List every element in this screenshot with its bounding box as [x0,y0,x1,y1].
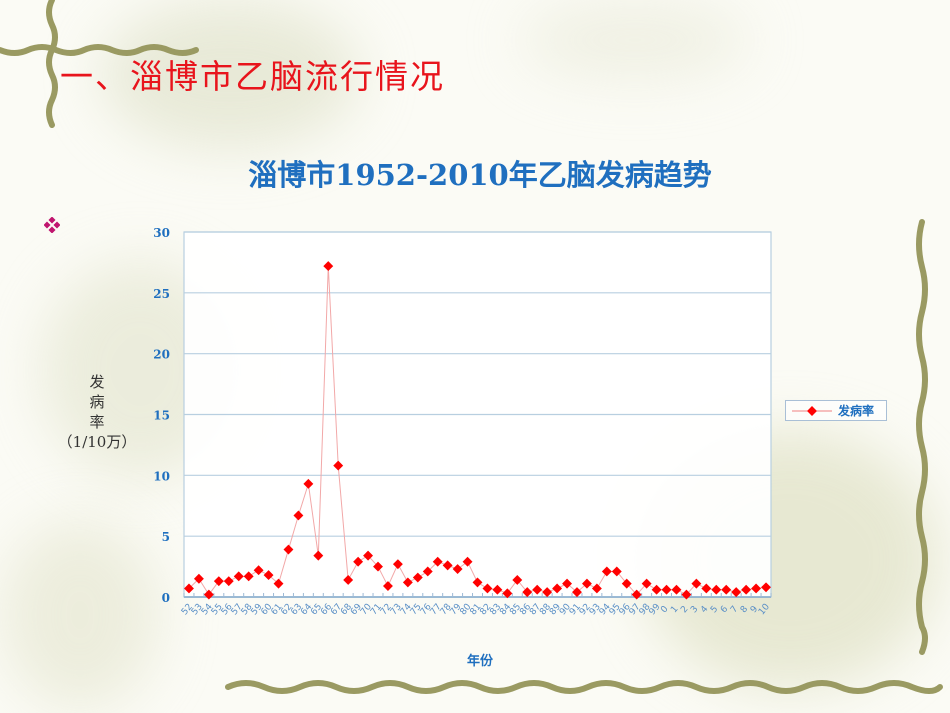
x-tick-label: 0 [659,604,671,615]
data-point-diamond [482,583,493,594]
x-tick-label: 4 [699,604,711,615]
data-point-diamond [572,587,582,598]
x-tick-label: 2 [679,604,690,615]
data-point-diamond [542,587,553,598]
y-axis-label-line: （1/10万） [57,433,137,451]
y-axis-label: 发 病 率 （1/10万） [52,372,142,452]
x-tick-label: 5 [709,604,720,615]
data-point-diamond [293,510,304,521]
y-tick-label: 30 [153,226,170,240]
y-tick-label: 20 [153,348,170,362]
x-axis-label: 年份 [466,654,493,669]
data-point-diamond [203,589,214,600]
data-point-diamond [303,478,314,489]
data-point-diamond [223,576,234,587]
data-point-diamond [681,589,692,600]
data-point-diamond [522,587,533,598]
data-point-diamond [502,588,513,599]
data-point-diamond [373,561,383,572]
y-tick-label: 5 [162,530,170,544]
data-point-diamond [761,582,771,593]
data-point-diamond [462,556,473,567]
y-axis-label-line: 发 [89,373,105,391]
data-point-diamond [711,584,722,595]
legend-label: 发病率 [838,404,875,418]
x-tick-label: 1 [669,604,680,615]
data-point-diamond [601,566,612,577]
data-point-diamond [353,556,364,567]
background-decoration [100,0,360,150]
y-axis-label-line: 率 [89,413,105,431]
data-point-diamond [731,587,742,598]
x-tick-label: 6 [719,604,731,615]
data-point-diamond [552,583,563,594]
x-tick-label: 8 [739,604,751,615]
y-tick-label: 10 [153,469,170,483]
data-point-diamond [701,583,712,594]
x-tick-label: 9 [749,604,761,615]
data-point-diamond [323,261,334,272]
data-point-diamond [392,559,403,570]
data-point-diamond [641,578,652,589]
data-point-diamond [412,572,423,583]
data-point-diamond [631,589,642,600]
data-point-diamond [343,575,354,585]
x-tick-label: 7 [729,604,740,615]
x-tick-label: 3 [689,604,700,615]
data-point-diamond [233,571,244,582]
y-tick-label: 0 [162,591,170,605]
data-point-diamond [492,584,503,595]
data-point-diamond [751,583,762,594]
data-point-diamond [611,566,622,577]
background-decoration [0,520,160,710]
data-point-diamond [273,578,284,589]
data-point-diamond [452,564,463,574]
data-point-diamond [741,584,752,595]
data-point-diamond [313,550,324,561]
legend-line-diamond-icon [792,405,832,416]
data-point-diamond [691,578,702,589]
data-point-diamond [442,560,453,571]
slide-title: 一、淄博市乙脑流行情况 [60,57,445,96]
y-axis-label-line: 病 [89,393,105,411]
data-point-diamond [402,577,413,588]
data-point-diamond [472,577,483,588]
data-point-diamond [562,578,572,589]
data-point-diamond [333,460,344,471]
data-point-diamond [532,584,543,595]
data-point-diamond [621,578,632,589]
data-point-diamond [581,578,592,589]
data-point-diamond [512,575,523,585]
data-point-diamond [591,583,602,594]
diamond-bullet-icon [44,217,60,233]
data-point-diamond [193,573,204,584]
data-point-diamond [432,556,443,567]
data-point-diamond [383,581,393,591]
data-point-diamond [213,576,224,587]
data-point-diamond [671,584,682,595]
x-tick-label: 10 [757,602,772,617]
data-point-diamond [243,571,254,582]
data-point-diamond [263,570,274,581]
data-point-diamond [651,584,662,595]
data-point-diamond [422,566,433,577]
data-point-diamond [721,584,732,595]
y-tick-label: 15 [153,409,170,423]
chart-title: 淄博市1952-2010年乙脑发病趋势 [248,158,712,192]
data-point-diamond [283,544,294,555]
background-decoration [520,0,750,80]
data-point-diamond [363,550,374,561]
y-tick-label: 25 [153,287,170,301]
chart-legend: 发病率 [785,400,887,421]
data-point-diamond [661,584,672,595]
data-point-diamond [184,583,194,594]
